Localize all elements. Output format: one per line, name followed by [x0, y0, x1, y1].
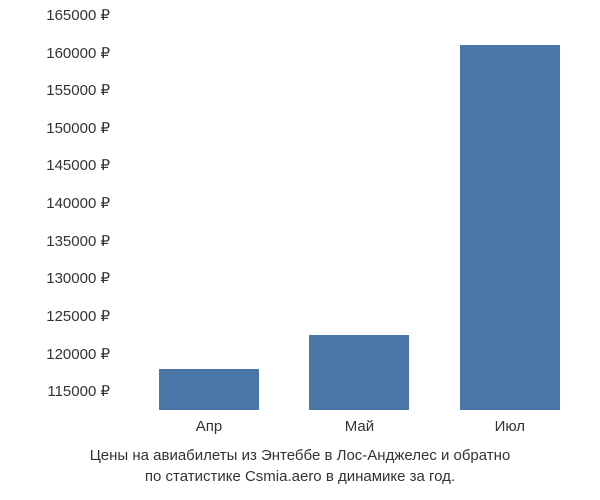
chart-bar [309, 335, 409, 410]
y-axis-tick-label: 130000 ₽ [46, 269, 110, 287]
x-axis-tick-label: Апр [196, 418, 222, 435]
chart-container: Цены на авиабилеты из Энтеббе в Лос-Андж… [0, 0, 600, 500]
y-axis-tick-label: 150000 ₽ [46, 119, 110, 137]
x-axis-tick-label: Июл [495, 418, 525, 435]
y-axis-tick-label: 160000 ₽ [46, 44, 110, 62]
y-axis-tick-label: 125000 ₽ [46, 307, 110, 325]
caption-line-1: Цены на авиабилеты из Энтеббе в Лос-Андж… [0, 445, 600, 466]
y-axis-tick-label: 115000 ₽ [47, 382, 110, 400]
caption-line-2: по статистике Csmia.aero в динамике за г… [0, 466, 600, 487]
chart-caption: Цены на авиабилеты из Энтеббе в Лос-Андж… [0, 445, 600, 487]
y-axis-tick-label: 140000 ₽ [46, 194, 110, 212]
y-axis-tick-label: 120000 ₽ [46, 345, 110, 363]
y-axis-tick-label: 145000 ₽ [46, 156, 110, 174]
chart-bar [159, 369, 259, 410]
x-axis-tick-label: Май [345, 418, 374, 435]
plot-area [115, 15, 585, 410]
y-axis-tick-label: 165000 ₽ [46, 6, 110, 24]
y-axis-tick-label: 155000 ₽ [46, 81, 110, 99]
y-axis-tick-label: 135000 ₽ [46, 232, 110, 250]
chart-bar [460, 45, 560, 410]
